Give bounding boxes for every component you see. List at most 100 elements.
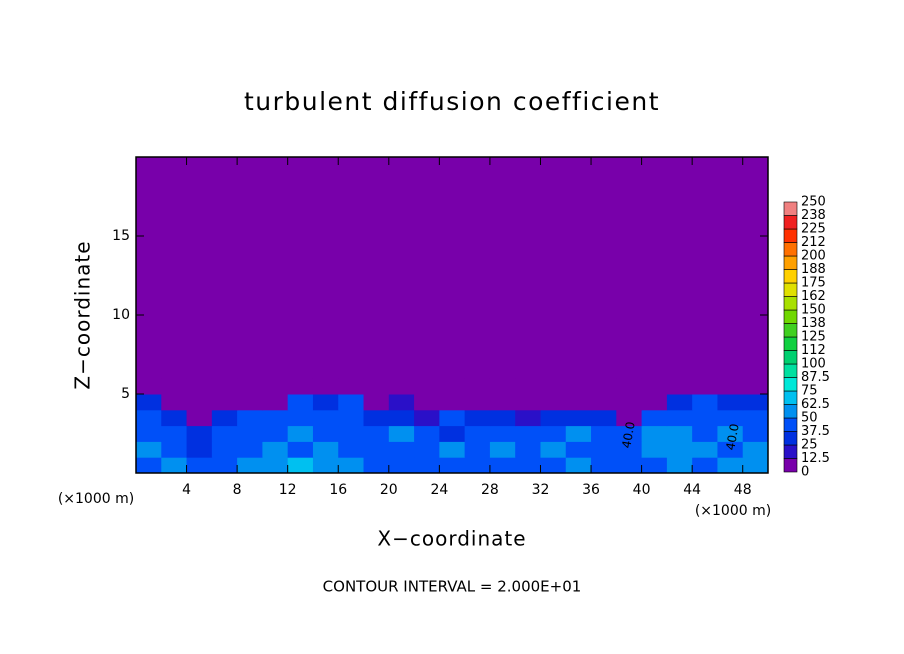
field-cell: [515, 378, 541, 395]
field-cell: [186, 409, 213, 427]
field-cell: [237, 378, 263, 395]
colorbar-swatch: [783, 458, 798, 473]
field-cell: [338, 409, 365, 427]
field-cell: [565, 394, 592, 411]
colorbar-label: 238: [801, 208, 826, 223]
field-cell: [388, 409, 415, 427]
x-tick-label: 4: [182, 482, 191, 498]
field-cell: [616, 394, 643, 411]
field-cell: [464, 425, 491, 442]
field-cell: [414, 394, 440, 411]
field-cell: [666, 409, 693, 427]
annotation: CONTOUR INTERVAL = 2.000E+01: [323, 578, 582, 596]
colorbar-swatch: [783, 404, 798, 419]
colorbar-swatch: [783, 377, 798, 392]
field-cell: [641, 378, 668, 395]
field-cell: [565, 425, 592, 442]
field-cell: [211, 425, 238, 442]
field-cell: [489, 441, 516, 458]
field-cell: [161, 441, 188, 458]
field-cell: [464, 457, 491, 474]
field-cell: [616, 378, 643, 395]
colorbar-swatch: [783, 282, 798, 297]
field-cell: [666, 378, 693, 395]
field-cell: [742, 457, 769, 474]
colorbar-swatch: [783, 201, 798, 216]
contour-label: 40.0: [619, 421, 637, 450]
colorbar-swatch: [783, 323, 798, 338]
colorbar-label: 112: [801, 343, 826, 358]
x-unit-label: (×1000 m): [695, 503, 771, 519]
field-cell: [591, 425, 617, 442]
field-cell: [287, 441, 314, 458]
field-cell: [287, 457, 314, 474]
field-cell: [388, 425, 415, 442]
field-cell: [363, 441, 390, 458]
colorbar-swatch: [783, 309, 798, 324]
field-cell: [464, 394, 491, 411]
field-cell: [439, 441, 466, 458]
field-cell: [186, 394, 213, 411]
field-cell: [287, 425, 314, 442]
field-cell: [312, 378, 339, 395]
field-cell: [439, 378, 466, 395]
field-cell: [211, 457, 238, 474]
colorbar-swatch: [783, 444, 798, 459]
x-axis-label: X−coordinate: [377, 527, 526, 551]
x-tick-label: 12: [279, 482, 297, 498]
field-cell: [136, 425, 162, 442]
field-cell: [464, 409, 491, 427]
field-cell: [565, 441, 592, 458]
field-cell: [692, 457, 718, 474]
y-axis-label: Z−coordinate: [71, 240, 95, 389]
field-cell: [414, 378, 440, 395]
field-cell: [717, 457, 744, 474]
field-cell: [641, 409, 668, 427]
colorbar-label: 75: [801, 384, 818, 399]
field-cell: [515, 425, 541, 442]
field-cell: [742, 409, 769, 427]
field-cell: [414, 441, 440, 458]
field-cell: [363, 457, 390, 474]
field-cell: [591, 378, 617, 395]
field-cell: [464, 378, 491, 395]
field-cell: [388, 394, 415, 411]
colorbar-label: 87.5: [801, 370, 830, 385]
field-cell: [540, 457, 567, 474]
field-cell: [717, 409, 744, 427]
x-tick-label: 24: [430, 482, 448, 498]
field-cell: [439, 425, 466, 442]
colorbar-swatch: [783, 336, 798, 351]
field-cell: [692, 425, 718, 442]
plot-area: [136, 157, 769, 474]
field-cell: [262, 457, 289, 474]
field-cell: [641, 425, 668, 442]
field-cell: [186, 425, 213, 442]
field-cell: [161, 394, 188, 411]
field-cell: [742, 441, 769, 458]
colorbar-swatch: [783, 390, 798, 405]
field-cell: [540, 409, 567, 427]
field-cell: [742, 378, 769, 395]
field-cell: [692, 394, 718, 411]
field-cell: [641, 441, 668, 458]
colorbar-label: 175: [801, 276, 826, 291]
field-cell: [489, 378, 516, 395]
colorbar-label: 250: [801, 195, 826, 210]
field-cell: [591, 409, 617, 427]
colorbar-swatch: [783, 228, 798, 243]
contour-label: 40.0: [723, 423, 741, 452]
field-cell: [540, 378, 567, 395]
field-cell: [136, 441, 162, 458]
field-cell: [565, 457, 592, 474]
field-cell: [186, 441, 213, 458]
field-cell: [237, 409, 263, 427]
field-cell: [312, 441, 339, 458]
colorbar-label: 162: [801, 289, 826, 304]
field-cell: [540, 394, 567, 411]
x-tick-label: 48: [734, 482, 752, 498]
field-cell: [338, 425, 365, 442]
field-cell: [237, 441, 263, 458]
field-cell: [388, 457, 415, 474]
field-cell: [136, 378, 162, 395]
